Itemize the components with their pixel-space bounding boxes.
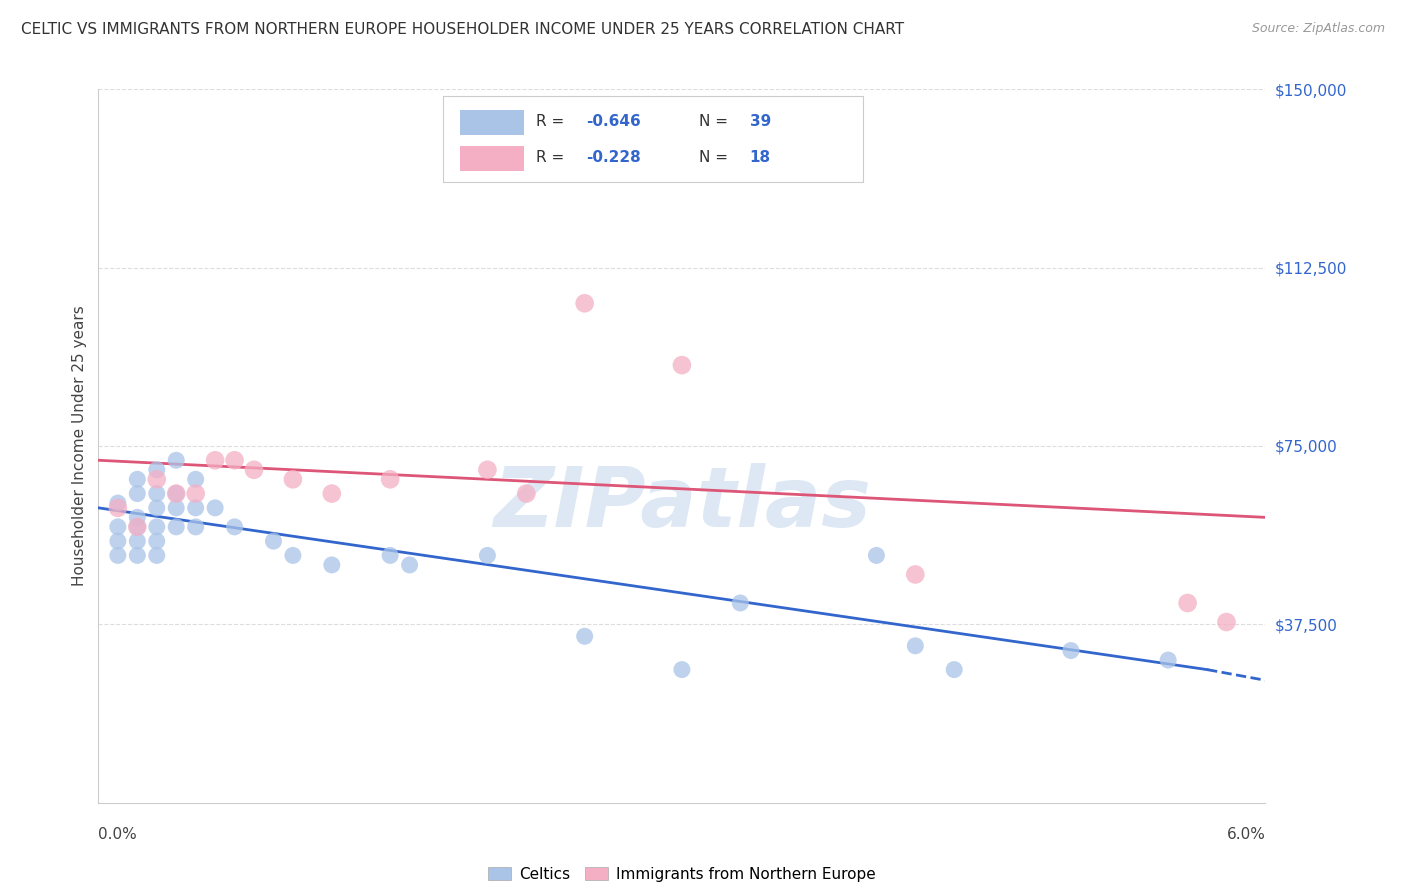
- Point: [378, 549, 402, 563]
- Point: [146, 463, 169, 477]
- Point: [730, 596, 752, 610]
- Point: [477, 549, 499, 563]
- Point: [224, 520, 246, 534]
- Point: [146, 534, 169, 549]
- Text: -0.646: -0.646: [586, 114, 641, 129]
- Bar: [460, 146, 524, 171]
- Point: [184, 520, 207, 534]
- Point: [127, 486, 149, 500]
- Point: [165, 500, 187, 515]
- Point: [107, 500, 129, 515]
- Text: 39: 39: [749, 114, 770, 129]
- Point: [146, 500, 169, 515]
- Point: [204, 500, 226, 515]
- Point: [146, 486, 169, 500]
- Text: Source: ZipAtlas.com: Source: ZipAtlas.com: [1251, 22, 1385, 36]
- Point: [865, 549, 887, 563]
- Bar: [460, 110, 524, 135]
- Text: N =: N =: [699, 151, 734, 166]
- Point: [184, 472, 207, 486]
- Point: [165, 453, 187, 467]
- Point: [107, 520, 129, 534]
- Point: [127, 520, 149, 534]
- Point: [165, 486, 187, 500]
- Point: [1215, 615, 1237, 629]
- Point: [127, 510, 149, 524]
- Point: [281, 549, 304, 563]
- Point: [1177, 596, 1199, 610]
- Point: [146, 549, 169, 563]
- Point: [243, 463, 266, 477]
- Point: [127, 472, 149, 486]
- Point: [321, 558, 343, 572]
- Point: [224, 453, 246, 467]
- Point: [515, 486, 537, 500]
- Point: [127, 549, 149, 563]
- Text: 18: 18: [749, 151, 770, 166]
- Point: [262, 534, 284, 549]
- Point: [943, 663, 966, 677]
- FancyBboxPatch shape: [443, 96, 863, 182]
- Point: [127, 534, 149, 549]
- Point: [574, 629, 596, 643]
- Text: CELTIC VS IMMIGRANTS FROM NORTHERN EUROPE HOUSEHOLDER INCOME UNDER 25 YEARS CORR: CELTIC VS IMMIGRANTS FROM NORTHERN EUROP…: [21, 22, 904, 37]
- Point: [904, 567, 927, 582]
- Point: [107, 549, 129, 563]
- Text: R =: R =: [536, 151, 569, 166]
- Text: N =: N =: [699, 114, 734, 129]
- Point: [184, 486, 207, 500]
- Point: [574, 296, 596, 310]
- Y-axis label: Householder Income Under 25 years: Householder Income Under 25 years: [72, 306, 87, 586]
- Point: [1060, 643, 1083, 657]
- Point: [477, 463, 499, 477]
- Point: [904, 639, 927, 653]
- Point: [671, 663, 693, 677]
- Text: R =: R =: [536, 114, 569, 129]
- Point: [107, 534, 129, 549]
- Text: -0.228: -0.228: [586, 151, 641, 166]
- Point: [146, 472, 169, 486]
- Point: [281, 472, 304, 486]
- Point: [107, 496, 129, 510]
- Point: [146, 520, 169, 534]
- Point: [321, 486, 343, 500]
- Legend: Celtics, Immigrants from Northern Europe: Celtics, Immigrants from Northern Europe: [482, 861, 882, 888]
- Point: [165, 486, 187, 500]
- Text: ZIPatlas: ZIPatlas: [494, 463, 870, 543]
- Point: [398, 558, 420, 572]
- Point: [378, 472, 402, 486]
- Point: [204, 453, 226, 467]
- Point: [671, 358, 693, 372]
- Point: [165, 520, 187, 534]
- Point: [184, 500, 207, 515]
- Text: 6.0%: 6.0%: [1226, 827, 1265, 841]
- Point: [127, 520, 149, 534]
- Point: [1157, 653, 1180, 667]
- Text: 0.0%: 0.0%: [98, 827, 138, 841]
